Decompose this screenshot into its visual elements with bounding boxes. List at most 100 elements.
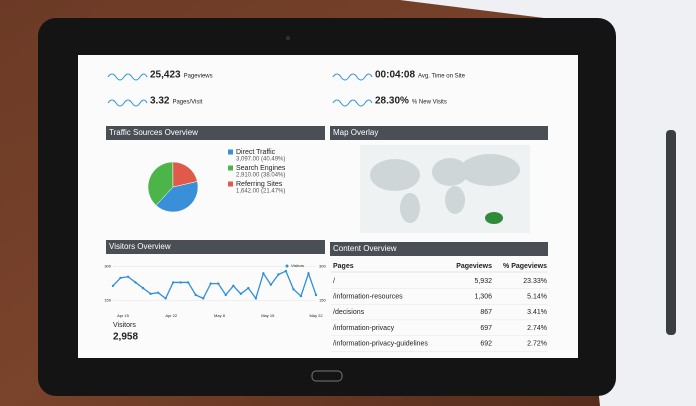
total-value: 2,958 (113, 332, 138, 343)
y-tick-label: 150 (319, 298, 326, 303)
line-point (156, 291, 160, 294)
panel-title: Content Overview (333, 244, 397, 253)
line-point (307, 272, 310, 275)
metric-label: % New Visits (412, 100, 447, 106)
sparkline (107, 73, 148, 81)
line-point (232, 284, 235, 288)
map-highlight (485, 212, 503, 224)
line-point (299, 294, 303, 298)
table-cell: 5.14% (527, 294, 547, 301)
line-point (239, 292, 243, 296)
legend-swatch (228, 165, 233, 171)
line-point (119, 276, 122, 280)
legend-value: 3,097.00 (40.49%) (236, 157, 285, 163)
line-point (111, 284, 115, 288)
table-cell: / (333, 278, 335, 285)
legend-value: 2,910.00 (38.04%) (236, 173, 285, 179)
sparkline (107, 99, 148, 107)
metric-label: Avg. Time on Site (418, 74, 466, 80)
legend-name: Direct Traffic (236, 149, 276, 156)
pie-slice (172, 161, 198, 188)
table-cell: 1,306 (474, 294, 492, 301)
line-point (254, 297, 258, 300)
table-cell: /information-privacy (333, 325, 395, 332)
line-point (247, 286, 250, 290)
legend-name: Visitors (291, 263, 304, 268)
panel-title: Visitors Overview (109, 242, 171, 251)
line-point (262, 272, 265, 275)
map-land (445, 186, 465, 214)
metric-label: Pages/Visit (172, 100, 202, 106)
legend-swatch (285, 264, 289, 268)
line-point (186, 281, 190, 284)
legend-name: Search Engines (236, 165, 286, 172)
table-header: Pages (333, 263, 354, 270)
paper (400, 0, 696, 406)
stylus (666, 130, 676, 335)
map-land (432, 158, 468, 186)
map-land (370, 159, 420, 191)
legend-name: Referring Sites (236, 181, 283, 188)
line-point (269, 283, 273, 286)
legend-swatch (228, 149, 233, 155)
camera (286, 36, 290, 40)
table-cell: /information-resources (333, 294, 403, 301)
legend-value: 1,642.00 (21.47%) (236, 189, 285, 195)
metric-value: 25,423 (150, 70, 181, 81)
table-header: % Pageviews (503, 263, 547, 270)
panel-header (106, 126, 325, 140)
line (112, 270, 317, 300)
table-cell: 692 (480, 341, 492, 348)
total-label: Visitors (113, 322, 136, 329)
table-header: Pageviews (456, 263, 492, 270)
panel-header (106, 240, 325, 254)
line-point (224, 293, 227, 297)
table-cell: /information-privacy-guidelines (333, 341, 428, 348)
line-point (149, 292, 152, 296)
sparkline (332, 73, 373, 81)
home-button[interactable] (311, 370, 343, 382)
table-cell: 5,932 (474, 278, 492, 285)
line-point (284, 269, 288, 273)
line-point (314, 293, 318, 297)
line-point (141, 286, 145, 290)
x-tick-label: Apr 22 (165, 313, 178, 318)
line-point (292, 288, 295, 291)
pie-slice (155, 181, 199, 213)
metric-label: Pageviews (184, 74, 213, 80)
table-cell: 23.33% (523, 278, 547, 285)
x-tick-label: May 22 (309, 313, 323, 318)
legend-swatch (228, 181, 233, 187)
panel-header (330, 242, 548, 256)
x-tick-label: May 15 (261, 313, 275, 318)
line-point (194, 293, 197, 297)
line-point (134, 281, 137, 284)
metric-value: 00:04:08 (375, 70, 415, 81)
table-cell: 867 (480, 309, 492, 316)
map-land (460, 154, 520, 186)
line-point (209, 282, 212, 285)
table-cell: 2.74% (527, 325, 547, 332)
line-point (171, 281, 175, 284)
line-point (217, 282, 220, 285)
panel-title: Traffic Sources Overview (109, 128, 198, 137)
line-point (277, 273, 280, 276)
x-tick-label: May 8 (214, 313, 226, 318)
metric-value: 28.30% (375, 96, 409, 107)
table-cell: 3.41% (527, 309, 547, 316)
metric-value: 3.32 (150, 96, 170, 107)
panel-title: Map Overlay (333, 128, 378, 137)
x-tick-label: Apr 15 (117, 313, 130, 318)
line-point (164, 297, 167, 300)
panel-header (330, 126, 548, 140)
line-point (202, 297, 205, 300)
pie-slice (147, 161, 174, 206)
sparkline (332, 99, 373, 107)
y-tick-label: 300 (319, 264, 326, 269)
y-tick-label: 300 (104, 264, 111, 269)
table-cell: 2.72% (527, 341, 547, 348)
line-point (179, 281, 182, 284)
y-tick-label: 150 (104, 298, 111, 303)
